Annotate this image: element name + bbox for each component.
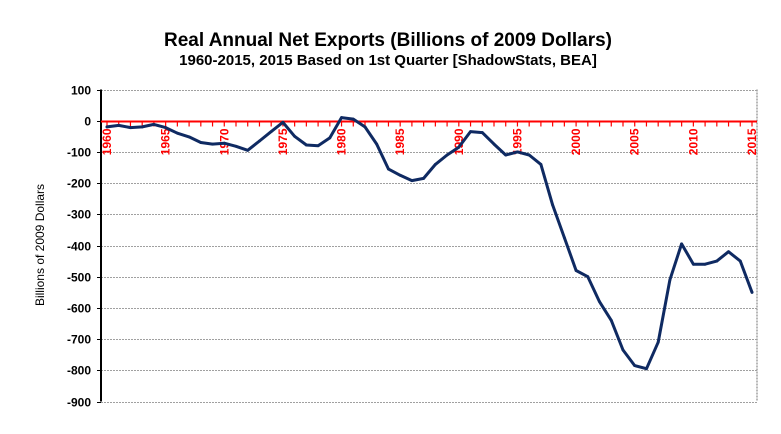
y-tick-label: -200 xyxy=(67,177,91,191)
data-point xyxy=(750,290,754,294)
data-point xyxy=(504,153,508,157)
data-point xyxy=(211,142,214,146)
data-point xyxy=(680,242,684,246)
data-point xyxy=(351,117,355,121)
series-line xyxy=(105,116,754,371)
y-tick-label: 100 xyxy=(71,84,91,98)
data-point xyxy=(340,116,343,119)
data-point xyxy=(691,262,695,266)
x-tick-label: 1980 xyxy=(335,128,349,155)
data-point xyxy=(258,139,261,143)
data-point xyxy=(316,144,320,148)
data-point xyxy=(480,131,484,134)
x-tick-label: 2005 xyxy=(628,128,642,155)
x-tick-label: 2010 xyxy=(686,128,700,155)
data-point xyxy=(492,142,496,146)
data-point xyxy=(105,125,109,129)
data-point xyxy=(199,141,203,144)
data-point xyxy=(117,123,121,127)
data-point xyxy=(293,134,297,138)
data-point xyxy=(551,203,555,207)
data-point xyxy=(187,135,191,139)
chart-subtitle: 1960-2015, 2015 Based on 1st Quarter [Sh… xyxy=(179,52,597,69)
x-tick-label: 2000 xyxy=(569,128,583,155)
x-tick-label: 1995 xyxy=(510,128,524,155)
data-point xyxy=(281,120,285,124)
y-tick-label: -500 xyxy=(67,271,91,285)
data-point xyxy=(175,131,179,135)
data-point xyxy=(269,130,273,134)
data-point xyxy=(609,318,613,322)
y-tick-label: -900 xyxy=(67,396,91,410)
data-point xyxy=(398,173,402,177)
y-tick-label: -700 xyxy=(67,333,91,347)
data-point xyxy=(738,259,742,263)
data-point xyxy=(516,150,519,154)
data-point xyxy=(527,153,531,157)
data-point xyxy=(140,125,144,129)
data-point xyxy=(328,136,332,140)
data-point xyxy=(363,125,367,129)
data-point xyxy=(703,262,707,266)
data-point xyxy=(422,177,426,180)
data-point xyxy=(410,179,414,183)
data-point xyxy=(234,144,238,148)
data-point xyxy=(152,123,156,126)
y-tick-label: -100 xyxy=(67,146,91,160)
data-point xyxy=(645,367,648,371)
data-point xyxy=(727,250,730,254)
x-tick-label: 1985 xyxy=(393,128,407,155)
y-axis-title: Billions of 2009 Dollars xyxy=(33,184,47,306)
data-point xyxy=(164,126,168,129)
x-tick-label: 1970 xyxy=(217,128,231,155)
y-tick-label: -600 xyxy=(67,302,91,316)
data-point xyxy=(668,278,672,282)
data-point xyxy=(633,364,637,368)
x-tick-label: 1975 xyxy=(276,128,290,155)
data-point xyxy=(457,145,461,149)
data-point xyxy=(586,275,590,279)
data-point xyxy=(469,130,472,134)
chart-title: Real Annual Net Exports (Billions of 200… xyxy=(163,30,612,51)
x-tick-label: 1965 xyxy=(159,128,173,155)
data-point xyxy=(246,148,250,152)
data-point xyxy=(445,153,449,157)
data-point xyxy=(621,348,625,352)
x-tick-label: 1960 xyxy=(100,128,114,155)
data-point xyxy=(715,259,719,263)
data-point xyxy=(539,162,543,166)
data-point xyxy=(656,340,660,344)
data-point xyxy=(387,167,390,171)
data-point xyxy=(433,162,437,166)
x-tick-label: 2015 xyxy=(745,128,759,155)
y-tick-label: -400 xyxy=(67,240,91,254)
data-point xyxy=(304,143,308,147)
y-tick-label: 0 xyxy=(84,115,91,129)
data-point xyxy=(598,300,601,304)
data-point xyxy=(375,142,379,146)
y-tick-label: -800 xyxy=(67,364,91,378)
y-tick-label: -300 xyxy=(67,208,91,222)
data-point xyxy=(222,141,226,145)
data-point xyxy=(574,269,578,272)
data-point xyxy=(129,126,132,129)
data-point xyxy=(562,236,566,240)
